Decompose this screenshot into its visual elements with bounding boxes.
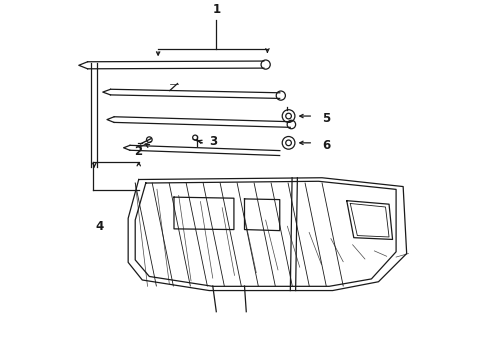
Text: 4: 4 bbox=[96, 220, 104, 233]
Text: 6: 6 bbox=[322, 139, 329, 152]
Text: 1: 1 bbox=[212, 3, 220, 15]
Text: 3: 3 bbox=[209, 135, 217, 148]
Text: 5: 5 bbox=[322, 112, 329, 125]
Text: 2: 2 bbox=[134, 145, 142, 158]
